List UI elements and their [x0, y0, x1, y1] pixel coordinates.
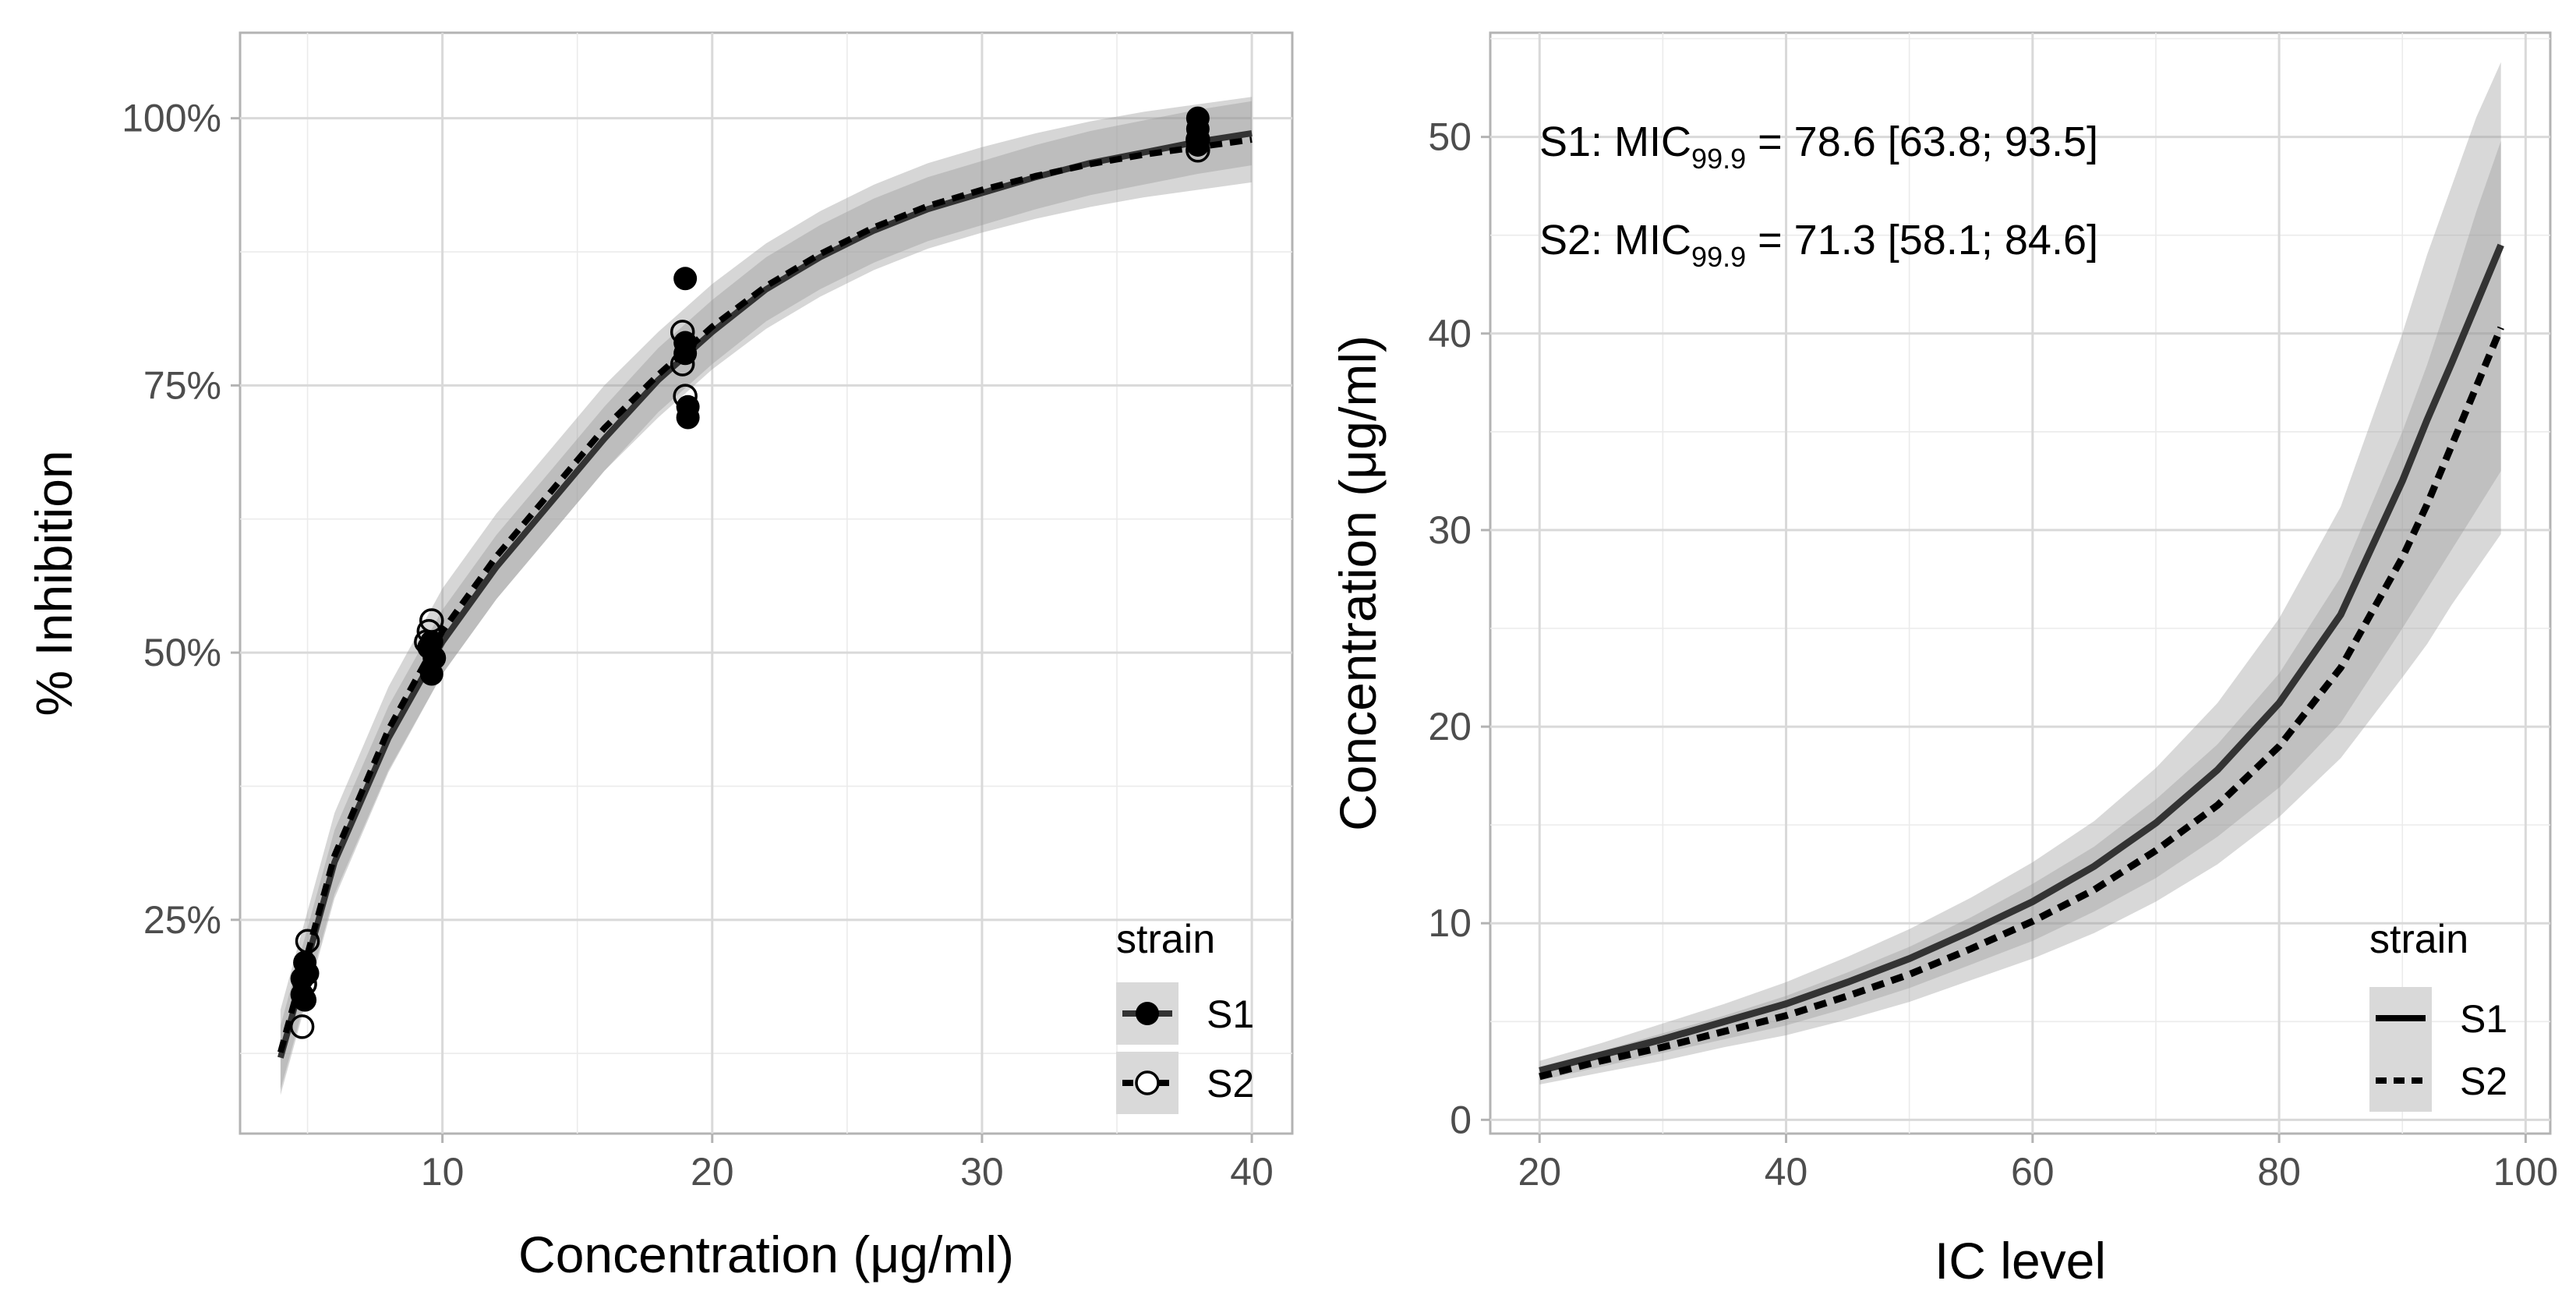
left-y-tick-label: 25%: [143, 898, 221, 942]
right-annotation-s2-suffix: = 71.3 [58.1; 84.6]: [1746, 217, 2098, 264]
left-x-tick-label: 30: [960, 1150, 1004, 1194]
left-fit-line-s2: [277, 136, 1253, 1053]
right-x-axis-title: IC level: [1935, 1232, 2106, 1290]
right-plot-background: [1489, 31, 2552, 1135]
right-y-tick-label: 0: [1450, 1098, 1472, 1141]
left-point-s2: [295, 929, 320, 953]
left-point-s1: [673, 267, 698, 291]
left-legend: strain S1 S2: [1116, 917, 1254, 1114]
right-confidence-bands: [1539, 62, 2501, 1085]
right-annotation-s2-subscript: 99.9: [1691, 241, 1746, 273]
left-point-s1: [676, 405, 700, 430]
right-band-s1: [1539, 62, 2501, 1081]
left-legend-point-s1: [1136, 1002, 1159, 1025]
right-y-axis-title: Concentration (μg/ml): [1329, 335, 1387, 831]
left-panel: 10 20 30 40 25% 50% 75% 100% Concentration (μg…: [25, 31, 1294, 1283]
right-y-tick-label: 20: [1428, 705, 1472, 748]
left-point-s2: [414, 629, 439, 655]
right-x-tick-label: 20: [1518, 1150, 1561, 1194]
right-annotation-s1-subscript: 99.9: [1691, 143, 1746, 175]
left-y-tick-label: 50%: [143, 631, 221, 674]
left-x-tick-label: 10: [421, 1150, 465, 1194]
left-point-s2: [673, 384, 698, 409]
left-legend-point-s2: [1135, 1070, 1160, 1095]
right-x-tick-label: 40: [1765, 1150, 1808, 1194]
left-y-axis-title: % Inhibition: [25, 450, 83, 716]
right-legend-title: strain: [2369, 917, 2468, 962]
left-point-s1: [1186, 133, 1210, 157]
left-point-s2: [670, 352, 695, 377]
right-y-tick-label: 10: [1428, 901, 1472, 945]
right-fit-lines: [1539, 243, 2504, 1081]
left-legend-title: strain: [1116, 917, 1215, 962]
right-annotation-s2-prefix: S2: MIC: [1539, 217, 1691, 264]
left-legend-label-s1: S1: [1207, 992, 1254, 1036]
right-legend-label-s1: S1: [2460, 997, 2507, 1041]
left-point-s2: [292, 971, 317, 996]
right-annotation-s1: S1: MIC99.9 = 78.6 [63.8; 93.5]: [1539, 119, 2098, 175]
left-y-tick-label: 100%: [122, 97, 221, 140]
left-x-ticks: 10 20 30 40: [421, 1134, 1274, 1194]
right-annotation-s1-suffix: = 78.6 [63.8; 93.5]: [1746, 119, 2098, 165]
left-point-s2: [1186, 138, 1210, 163]
left-point-s2: [416, 618, 442, 644]
right-x-ticks: 20 40 60 80 100: [1518, 1134, 2558, 1194]
right-x-tick-label: 100: [2493, 1150, 2558, 1194]
left-y-tick-label: 75%: [143, 363, 221, 407]
right-band-s2: [1539, 140, 2501, 1085]
left-x-axis-title: Concentration (μg/ml): [518, 1226, 1014, 1283]
right-x-tick-label: 60: [2011, 1150, 2055, 1194]
left-point-s2: [670, 320, 695, 345]
right-x-tick-label: 80: [2257, 1150, 2301, 1194]
right-y-tick-label: 50: [1428, 115, 1472, 159]
right-y-tick-label: 30: [1428, 508, 1472, 552]
right-legend-label-s2: S2: [2460, 1060, 2507, 1103]
left-legend-label-s2: S2: [1207, 1062, 1254, 1106]
right-fit-line-s2: [1539, 326, 2504, 1081]
right-legend: strain S1 S2: [2369, 917, 2507, 1112]
right-annotation-s2: S2: MIC99.9 = 71.3 [58.1; 84.6]: [1539, 217, 2098, 273]
left-y-ticks: 25% 50% 75% 100%: [122, 97, 240, 942]
right-gridlines: [1490, 33, 2550, 1134]
left-x-tick-label: 20: [691, 1150, 734, 1194]
left-point-s2: [289, 1014, 315, 1039]
right-fit-line-s1: [1539, 243, 2504, 1074]
left-point-s2: [1186, 127, 1210, 152]
right-y-ticks: 0 10 20 30 40 50: [1428, 115, 1490, 1141]
left-x-tick-label: 40: [1230, 1150, 1274, 1194]
left-data-points: [289, 106, 1210, 1039]
right-annotation-s1-prefix: S1: MIC: [1539, 119, 1691, 165]
left-point-s1: [1186, 106, 1210, 130]
right-y-tick-label: 40: [1428, 312, 1472, 356]
